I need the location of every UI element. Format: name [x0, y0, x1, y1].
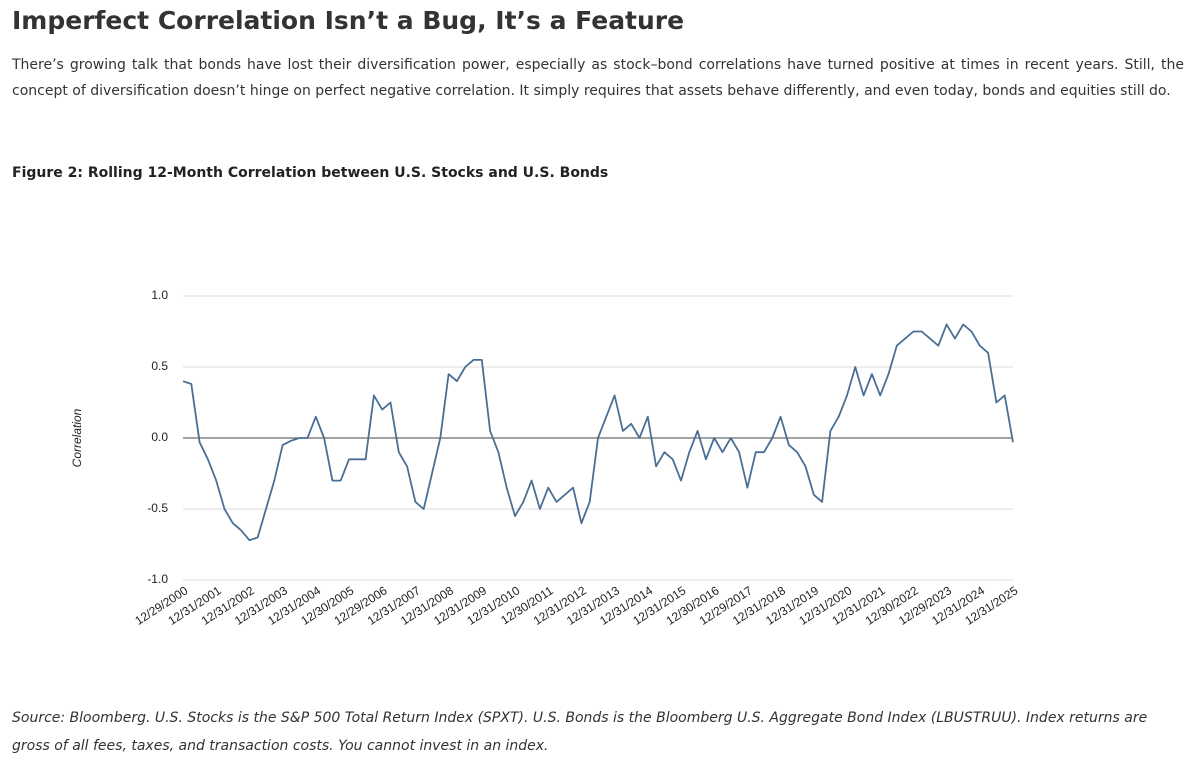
intro-paragraph: There’s growing talk that bonds have los…	[12, 57, 1184, 99]
y-tick-label: 0.0	[151, 430, 168, 444]
y-tick-label: -0.5	[147, 501, 168, 515]
y-axis-label: Correlation	[70, 408, 84, 467]
y-tick-label: -1.0	[147, 572, 168, 586]
source-note: Source: Bloomberg. U.S. Stocks is the S&…	[12, 710, 1148, 754]
page-title: Imperfect Correlation Isn’t a Bug, It’s …	[12, 6, 685, 35]
correlation-line	[182, 323, 1014, 542]
y-tick-label: 0.5	[151, 359, 168, 373]
figure-title: Figure 2: Rolling 12-Month Correlation b…	[12, 165, 609, 181]
y-tick-label: 1.0	[151, 288, 168, 302]
